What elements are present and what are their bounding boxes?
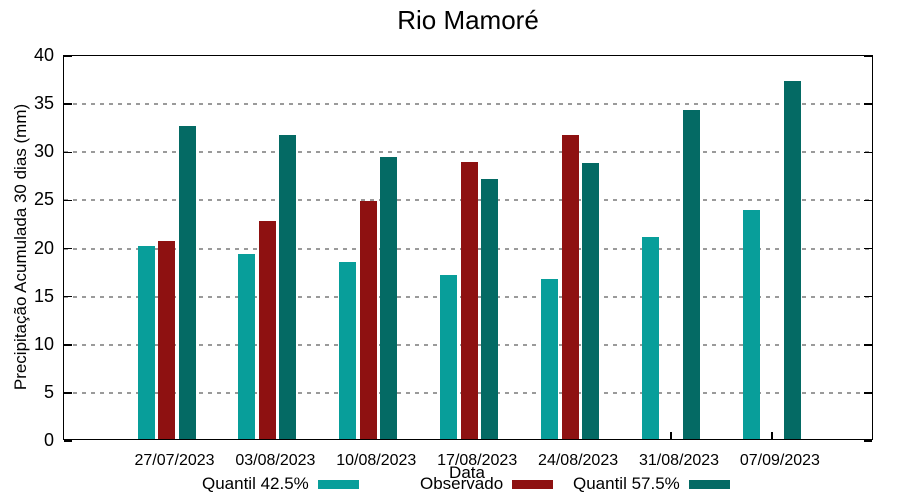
bar-observado-03-08-2023 — [258, 221, 276, 439]
y-tick-mark — [864, 103, 872, 105]
y-tick-mark — [864, 295, 872, 298]
y-tick-label: 25 — [33, 189, 54, 210]
bar-quantil-57-5-17-08-2023 — [481, 179, 499, 439]
y-tick-mark — [64, 103, 72, 105]
bar-quantil-57-5-31-08-2023 — [683, 109, 700, 439]
bar-quantil-42-5-03-08-2023 — [238, 254, 256, 439]
y-tick-label: 5 — [43, 381, 54, 402]
x-tick-label: 03/08/2023 — [235, 452, 316, 469]
y-gridline — [64, 103, 872, 106]
bar-observado-17-08-2023 — [460, 161, 478, 439]
y-tick-mark — [864, 151, 872, 153]
bar-quantil-57-5-24-08-2023 — [582, 162, 600, 439]
x-tick-label: 10/08/2023 — [336, 452, 417, 469]
x-tick-label: 31/08/2023 — [638, 452, 720, 469]
bar-quantil-57-5-03-08-2023 — [279, 134, 297, 439]
bar-quantil-42-5-10-08-2023 — [339, 261, 357, 439]
legend-swatch — [317, 479, 359, 489]
x-axis-label: Data — [449, 463, 485, 482]
x-tick-label: 07/09/2023 — [739, 452, 820, 469]
legend-swatch — [688, 479, 730, 489]
y-tick-label: 20 — [33, 237, 54, 258]
y-tick-mark — [864, 199, 872, 202]
plot-area — [63, 55, 873, 442]
legend-entry-quantil-42-5: Quantil 42.5% — [202, 475, 359, 493]
legend-swatch — [512, 479, 554, 489]
y-tick-mark — [64, 151, 72, 153]
y-tick-mark — [64, 440, 72, 442]
bar-observado-24-08-2023 — [561, 134, 579, 439]
legend-entry-observado: Observado — [420, 474, 554, 493]
bar-observado-10-08-2023 — [359, 201, 377, 439]
bar-quantil-42-5-27-07-2023 — [137, 245, 155, 439]
y-tick-mark — [64, 344, 72, 346]
y-tick-mark — [64, 392, 72, 394]
bar-quantil-42-5-17-08-2023 — [440, 275, 458, 439]
bar-quantil-57-5-07-09-2023 — [783, 80, 801, 439]
x-tick-label: 27/07/2023 — [134, 452, 215, 469]
chart-title: Rio Mamoré — [397, 5, 539, 35]
legend-entry-quantil-57-5: Quantil 57.5% — [573, 475, 730, 493]
y-tick-label: 40 — [33, 45, 54, 65]
y-tick-label: 10 — [33, 333, 54, 354]
y-tick-label: 30 — [33, 141, 54, 162]
bar-quantil-42-5-31-08-2023 — [642, 236, 659, 439]
legend-label: Quantil 42.5% — [202, 474, 309, 493]
y-tick-mark — [864, 344, 872, 346]
bar-observado-27-07-2023 — [158, 240, 175, 439]
y-tick-label: 15 — [33, 285, 54, 306]
y-tick-mark — [864, 247, 872, 250]
x-tick-mark — [670, 432, 672, 439]
y-tick-mark — [864, 392, 872, 394]
y-tick-mark — [64, 199, 72, 202]
bar-quantil-57-5-27-07-2023 — [178, 126, 196, 439]
bar-quantil-57-5-10-08-2023 — [380, 157, 398, 439]
legend-label: Quantil 57.5% — [573, 474, 680, 493]
x-tick-mark — [771, 432, 773, 439]
y-tick-label: 35 — [33, 93, 54, 114]
y-gridline — [64, 151, 872, 154]
legend-label: Observado — [420, 474, 504, 493]
y-tick-mark — [64, 247, 72, 250]
x-tick-label: 24/08/2023 — [538, 452, 619, 469]
y-tick-mark — [864, 440, 872, 442]
x-tick-label: 17/08/2023 — [437, 452, 518, 469]
bar-quantil-42-5-24-08-2023 — [541, 279, 559, 439]
y-tick-mark — [864, 55, 872, 57]
bar-quantil-42-5-07-09-2023 — [742, 209, 760, 439]
y-tick-mark — [64, 295, 72, 298]
y-tick-mark — [64, 55, 72, 57]
y-tick-label: 0 — [43, 430, 54, 450]
